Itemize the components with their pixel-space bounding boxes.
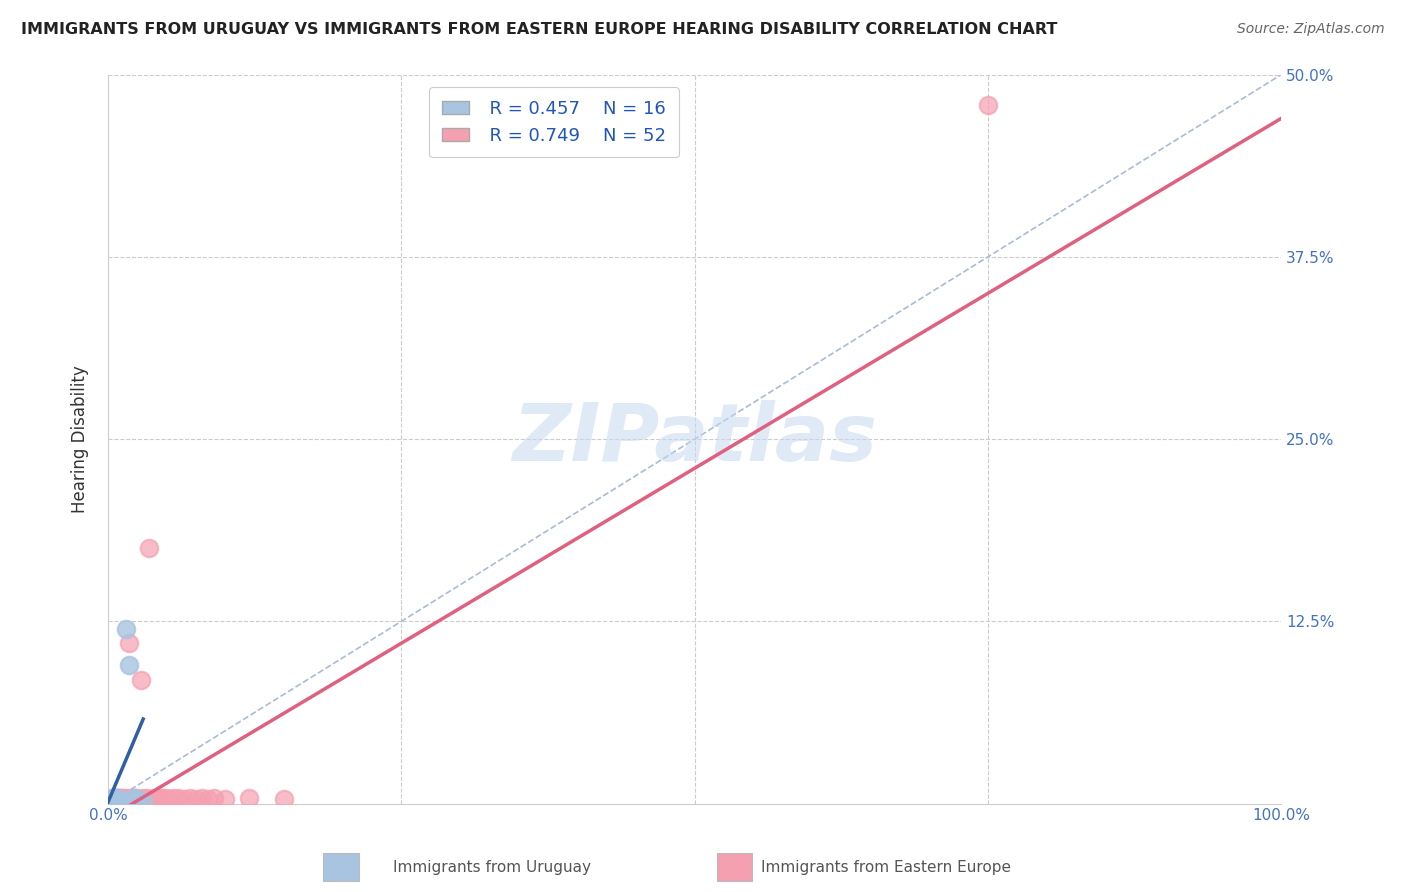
Point	[105, 792, 128, 806]
Point	[104, 794, 127, 808]
Point	[104, 792, 127, 806]
Point	[142, 792, 165, 806]
Point	[105, 792, 128, 806]
Text: IMMIGRANTS FROM URUGUAY VS IMMIGRANTS FROM EASTERN EUROPE HEARING DISABILITY COR: IMMIGRANTS FROM URUGUAY VS IMMIGRANTS FR…	[21, 22, 1057, 37]
Point	[138, 541, 160, 556]
Point	[149, 790, 172, 805]
Point	[105, 790, 128, 805]
Point	[141, 792, 163, 806]
Point	[110, 792, 132, 806]
Point	[105, 790, 128, 805]
Text: Immigrants from Uruguay: Immigrants from Uruguay	[394, 860, 591, 874]
Point	[152, 790, 174, 805]
Point	[184, 792, 207, 806]
Text: ZIPatlas: ZIPatlas	[512, 401, 877, 478]
Point	[107, 790, 129, 805]
Point	[146, 790, 169, 805]
Point	[105, 790, 128, 805]
Point	[111, 790, 134, 805]
Point	[115, 792, 138, 806]
Point	[103, 792, 125, 806]
Point	[105, 792, 128, 806]
Point	[135, 792, 157, 806]
Point	[191, 790, 214, 805]
Point	[120, 792, 142, 806]
Point	[117, 790, 139, 805]
Point	[107, 794, 129, 808]
Point	[179, 790, 201, 805]
Legend:   R = 0.457    N = 16,   R = 0.749    N = 52: R = 0.457 N = 16, R = 0.749 N = 52	[429, 87, 679, 158]
Point	[132, 790, 155, 805]
Point	[100, 790, 122, 805]
Point	[127, 790, 149, 805]
Point	[238, 790, 260, 805]
Point	[129, 673, 152, 687]
Point	[114, 792, 136, 806]
Point	[112, 792, 135, 806]
Point	[101, 792, 124, 806]
Point	[118, 658, 141, 673]
Point	[118, 636, 141, 650]
Point	[107, 792, 129, 806]
Point	[104, 792, 127, 806]
Point	[124, 792, 146, 806]
Point	[197, 792, 219, 806]
Point	[101, 790, 124, 805]
Text: Immigrants from Eastern Europe: Immigrants from Eastern Europe	[761, 860, 1011, 874]
Point	[143, 790, 166, 805]
Point	[103, 790, 125, 805]
Point	[127, 792, 149, 806]
Point	[122, 790, 145, 805]
Point	[273, 792, 295, 806]
Y-axis label: Hearing Disability: Hearing Disability	[72, 365, 89, 513]
Point	[135, 790, 157, 805]
Point	[156, 790, 179, 805]
Point	[108, 790, 131, 805]
Point	[148, 792, 170, 806]
Point	[112, 790, 135, 805]
Text: Source: ZipAtlas.com: Source: ZipAtlas.com	[1237, 22, 1385, 37]
Point	[108, 792, 131, 806]
Point	[108, 792, 131, 806]
Point	[114, 622, 136, 636]
Point	[122, 790, 145, 805]
Point	[100, 792, 122, 806]
Point	[173, 792, 195, 806]
Point	[202, 790, 225, 805]
Point	[103, 790, 125, 805]
Point	[214, 792, 236, 806]
Point	[104, 790, 127, 805]
Point	[167, 790, 190, 805]
Point	[977, 98, 1000, 112]
Point	[162, 790, 184, 805]
Point	[111, 794, 134, 808]
Point	[128, 792, 150, 806]
Point	[103, 792, 125, 806]
Point	[132, 794, 155, 808]
